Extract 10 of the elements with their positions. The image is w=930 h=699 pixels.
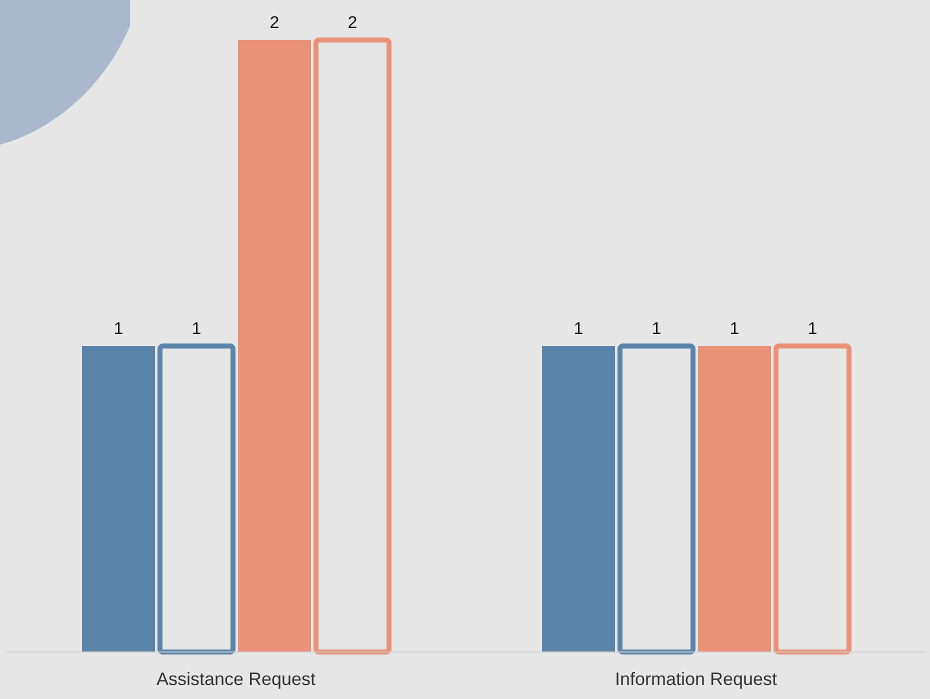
data-label: 1 <box>192 319 202 338</box>
data-label: 1 <box>114 319 124 338</box>
x-tick-label: Assistance Request <box>156 668 316 689</box>
data-label: 1 <box>808 319 818 338</box>
data-label: 1 <box>730 319 740 338</box>
data-label: 2 <box>348 13 358 32</box>
data-label: 1 <box>652 319 662 338</box>
data-label: 1 <box>574 319 584 338</box>
x-tick-label: Information Request <box>614 668 778 689</box>
data-label: 2 <box>270 13 280 32</box>
